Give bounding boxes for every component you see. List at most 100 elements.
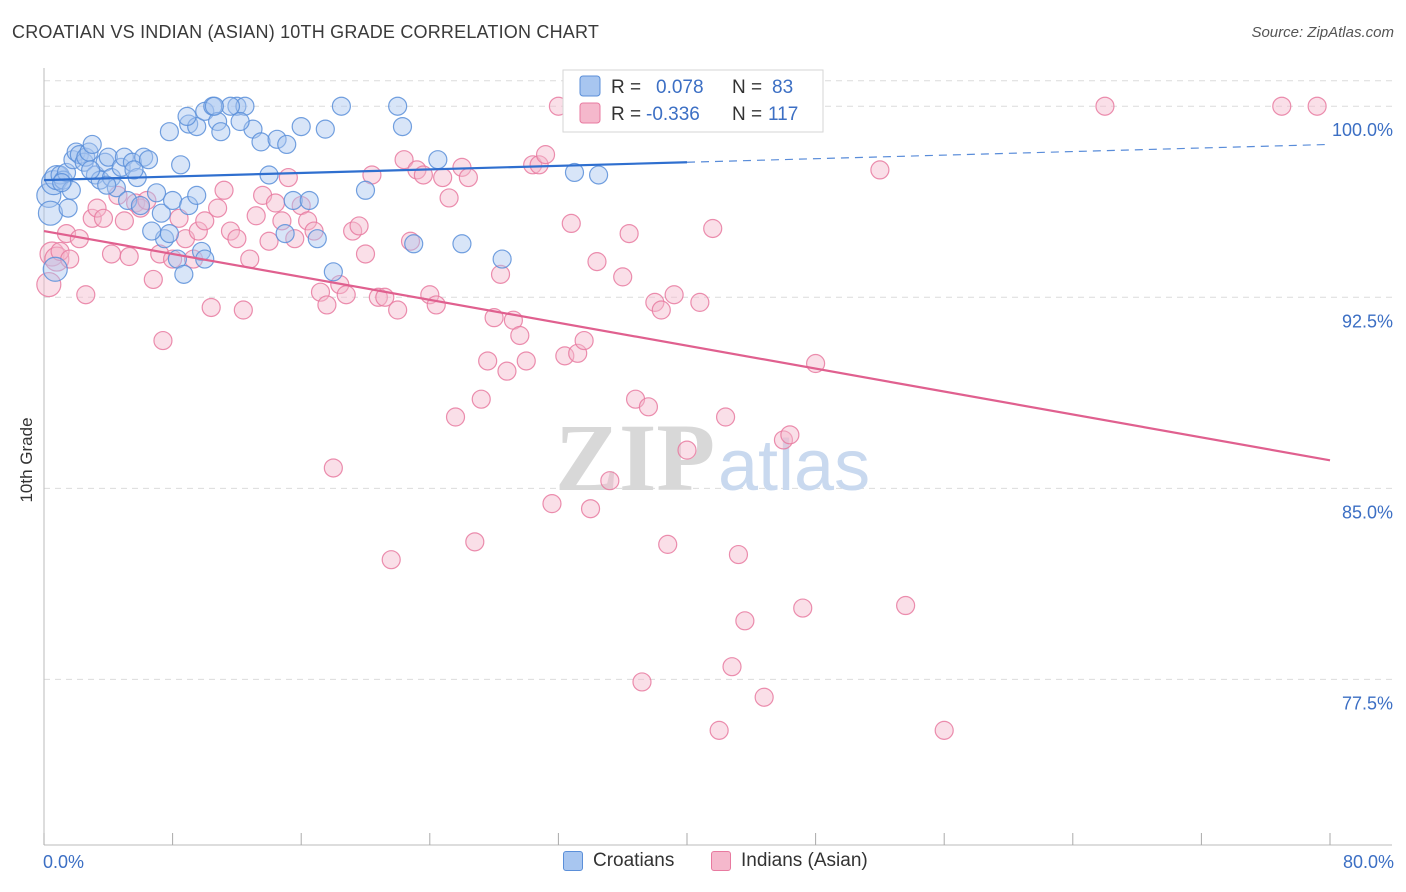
point-indians-29 (214, 180, 234, 200)
chart-title: CROATIAN VS INDIAN (ASIAN) 10TH GRADE CO… (12, 22, 600, 42)
point-indians-75 (510, 325, 530, 346)
point-indians-9 (87, 198, 107, 218)
legend-frame (562, 69, 824, 133)
point-indians-13 (114, 211, 134, 231)
point-croatians-63 (452, 234, 472, 254)
point-croatians-35 (163, 190, 183, 211)
point-croatians-9 (61, 180, 81, 200)
point-croatians-3 (42, 256, 68, 282)
point-croatians-78 (220, 96, 241, 116)
point-indians-28 (208, 198, 228, 218)
point-croatians-60 (392, 116, 413, 137)
legend-n-label-indians: N = (732, 104, 762, 125)
point-indians-38 (272, 211, 292, 231)
point-croatians-54 (299, 190, 319, 211)
point-croatians-8 (58, 198, 78, 218)
legend-swatch-croatians (579, 75, 601, 97)
legend-r-label-croatians: R = (611, 77, 641, 98)
axes (43, 68, 1392, 846)
point-croatians-66 (588, 165, 609, 185)
trend-line-indians (43, 229, 1331, 462)
series-legend-item-indians[interactable]: Indians (Asian) (711, 850, 868, 872)
point-croatians-74 (52, 173, 72, 193)
point-croatians-32 (151, 203, 171, 223)
point-indians-86 (580, 499, 601, 519)
legend-n-label-croatians: N = (732, 77, 762, 98)
point-indians-58 (400, 231, 421, 251)
point-croatians-76 (159, 122, 179, 142)
point-croatians-30 (138, 150, 159, 170)
point-indians-111 (870, 160, 890, 180)
point-croatians-38 (187, 185, 207, 205)
point-indians-103 (722, 657, 742, 677)
point-indians-78 (529, 155, 549, 175)
legend-r-value-indians: -0.336 (646, 104, 700, 125)
point-indians-108 (780, 425, 800, 445)
point-indians-18 (143, 269, 163, 290)
point-croatians-51 (275, 223, 295, 244)
point-indians-3 (50, 241, 70, 262)
point-indians-101 (709, 720, 729, 740)
series-legend-item-croatians[interactable]: Croatians (563, 850, 674, 872)
watermark-zip: ZIP (555, 404, 715, 511)
series-legend: Croatians Indians (Asian) (0, 850, 1406, 880)
point-indians-73 (497, 361, 517, 381)
point-croatians-40 (187, 116, 207, 137)
point-indians-116 (1307, 96, 1327, 116)
point-indians-83 (561, 213, 581, 233)
legend-swatch-indians (579, 102, 601, 124)
point-indians-94 (645, 292, 665, 312)
point-croatians-72 (81, 160, 101, 180)
point-croatians-59 (388, 96, 408, 116)
point-indians-49 (343, 221, 363, 241)
point-croatians-20 (98, 147, 118, 167)
point-indians-39 (278, 167, 298, 188)
point-croatians-62 (428, 150, 448, 170)
point-croatians-48 (251, 132, 271, 152)
point-indians-115 (1272, 96, 1292, 116)
point-indians-10 (93, 208, 114, 228)
y-tick-label-3: 100.0% (1332, 120, 1393, 140)
legend-r-value-croatians: 0.078 (656, 77, 704, 98)
point-croatians-53 (291, 116, 311, 137)
point-croatians-37 (179, 195, 199, 216)
point-indians-7 (76, 285, 96, 305)
point-croatians-16 (82, 134, 102, 155)
point-indians-70 (478, 351, 498, 371)
point-indians-99 (690, 292, 710, 312)
point-croatians-58 (331, 96, 351, 116)
watermark: ZIP atlas (555, 404, 870, 511)
point-indians-85 (574, 330, 594, 351)
point-indians-90 (619, 223, 639, 244)
point-indians-102 (715, 407, 736, 427)
watermark-atlas: atlas (718, 426, 870, 506)
point-croatians-65 (564, 162, 585, 183)
point-indians-55 (381, 550, 401, 570)
point-indians-14 (119, 246, 139, 267)
point-indians-89 (613, 267, 633, 287)
point-indians-92 (632, 672, 652, 692)
point-croatians-71 (97, 175, 117, 195)
series-croatians-points (36, 96, 609, 284)
point-indians-40 (285, 229, 305, 249)
point-indians-88 (600, 471, 620, 491)
point-croatians-56 (315, 119, 335, 139)
point-croatians-44 (211, 122, 231, 142)
point-croatians-52 (283, 190, 303, 211)
series-legend-label-croatians: Croatians (593, 850, 675, 871)
correlation-legend: R = 0.078 N = 83 R = -0.336 N = 117 (562, 69, 824, 133)
point-croatians-46 (235, 96, 255, 116)
point-indians-62 (426, 295, 446, 315)
point-indians-57 (394, 150, 414, 170)
point-croatians-28 (130, 195, 151, 216)
point-indians-109 (793, 598, 813, 618)
point-croatians-73 (142, 221, 162, 241)
point-croatians-34 (159, 223, 179, 244)
point-indians-106 (754, 687, 774, 707)
point-indians-0 (36, 271, 62, 298)
point-croatians-80 (355, 180, 376, 200)
point-indians-67 (458, 167, 478, 188)
point-indians-65 (445, 407, 466, 427)
point-indians-56 (388, 300, 408, 320)
